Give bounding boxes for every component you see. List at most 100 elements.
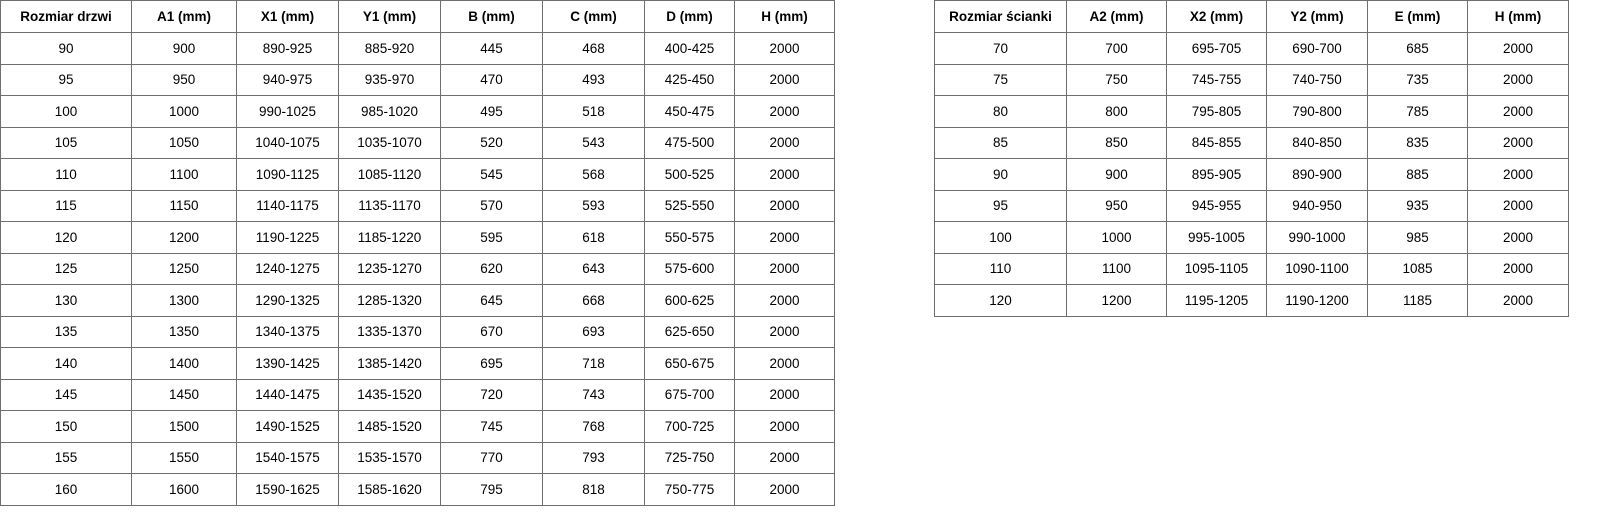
table-cell: 110 — [934, 252, 1067, 285]
table-cell: 2000 — [1467, 252, 1569, 285]
table-cell: 2000 — [734, 473, 835, 506]
table-cell: 1285-1320 — [338, 284, 441, 317]
table-cell: 995-1005 — [1166, 221, 1267, 254]
table-cell: 470 — [440, 63, 543, 96]
table-cell: 2000 — [734, 284, 835, 317]
table-cell: 1385-1420 — [338, 347, 441, 380]
table-cell: 2000 — [734, 126, 835, 159]
table-row: 100 1000 995-1005 990-1000 985 2000 — [934, 221, 1569, 254]
column-header: A2 (mm) — [1066, 0, 1167, 33]
table-cell: 720 — [440, 378, 543, 411]
table-cell: 700-725 — [644, 410, 735, 443]
table-cell: 500-525 — [644, 158, 735, 191]
table-cell: 1190-1200 — [1266, 284, 1368, 317]
table-cell: 160 — [0, 473, 132, 506]
table-cell: 425-450 — [644, 63, 735, 96]
table-cell: 2000 — [734, 378, 835, 411]
table-cell: 95 — [0, 63, 132, 96]
table-row: 125 1250 1240-1275 1235-1270 620 643 575-600 20… — [0, 252, 835, 285]
table-cell: 550-575 — [644, 221, 735, 254]
table-cell: 675-700 — [644, 378, 735, 411]
table-cell: 935 — [1367, 189, 1468, 222]
table-cell: 990-1025 — [236, 95, 339, 128]
table-cell: 140 — [0, 347, 132, 380]
table-cell: 795-805 — [1166, 95, 1267, 128]
table-row: 130 1300 1290-1325 1285-1320 645 668 600-625 20… — [0, 284, 835, 317]
table-cell: 2000 — [1467, 221, 1569, 254]
table-cell: 595 — [440, 221, 543, 254]
table-cell: 1490-1525 — [236, 410, 339, 443]
table-cell: 895-905 — [1166, 158, 1267, 191]
table-cell: 1085-1120 — [338, 158, 441, 191]
table-cell: 2000 — [1467, 63, 1569, 96]
table-cell: 620 — [440, 252, 543, 285]
table-cell: 1050 — [131, 126, 237, 159]
table-cell: 568 — [542, 158, 645, 191]
table-cell: 990-1000 — [1266, 221, 1368, 254]
table-cell: 1000 — [131, 95, 237, 128]
table-cell: 890-900 — [1266, 158, 1368, 191]
table-cell: 1350 — [131, 315, 237, 348]
table-cell: 525-550 — [644, 189, 735, 222]
table-cell: 790-800 — [1266, 95, 1368, 128]
table-cell: 940-950 — [1266, 189, 1368, 222]
table-cell: 445 — [440, 32, 543, 65]
table-cell: 950 — [1066, 189, 1167, 222]
table-cell: 1095-1105 — [1166, 252, 1267, 285]
table-cell: 1185 — [1367, 284, 1468, 317]
table-cell: 725-750 — [644, 441, 735, 474]
table-cell: 135 — [0, 315, 132, 348]
table-cell: 593 — [542, 189, 645, 222]
table-cell: 1240-1275 — [236, 252, 339, 285]
table-cell: 770 — [440, 441, 543, 474]
table-cell: 2000 — [734, 221, 835, 254]
table-cell: 1195-1205 — [1166, 284, 1267, 317]
table-cell: 1000 — [1066, 221, 1167, 254]
table-cell: 95 — [934, 189, 1067, 222]
table-row: 80 800 795-805 790-800 785 2000 — [934, 95, 1569, 128]
table-cell: 695 — [440, 347, 543, 380]
table-cell: 750 — [1066, 63, 1167, 96]
table-cell: 150 — [0, 410, 132, 443]
table-cell: 85 — [934, 126, 1067, 159]
table-cell: 1540-1575 — [236, 441, 339, 474]
table-cell: 685 — [1367, 32, 1468, 65]
table-cell: 400-425 — [644, 32, 735, 65]
table-cell: 2000 — [734, 347, 835, 380]
table-cell: 1190-1225 — [236, 221, 339, 254]
table-cell: 2000 — [1467, 126, 1569, 159]
table-cell: 795 — [440, 473, 543, 506]
table-cell: 543 — [542, 126, 645, 159]
table-cell: 643 — [542, 252, 645, 285]
column-header: X2 (mm) — [1166, 0, 1267, 33]
table-cell: 900 — [1066, 158, 1167, 191]
table-row: 145 1450 1440-1475 1435-1520 720 743 675-700 20… — [0, 378, 835, 411]
table-cell: 600-625 — [644, 284, 735, 317]
table-cell: 840-850 — [1266, 126, 1368, 159]
table-cell: 1435-1520 — [338, 378, 441, 411]
table-cell: 1600 — [131, 473, 237, 506]
table-cell: 618 — [542, 221, 645, 254]
table-cell: 90 — [934, 158, 1067, 191]
column-header: A1 (mm) — [131, 0, 237, 33]
table-cell: 718 — [542, 347, 645, 380]
table-row: 135 1350 1340-1375 1335-1370 670 693 625-650 20… — [0, 315, 835, 348]
table-cell: 100 — [0, 95, 132, 128]
table-row: 90 900 895-905 890-900 885 2000 — [934, 158, 1569, 191]
table-cell: 2000 — [1467, 95, 1569, 128]
column-header: D (mm) — [644, 0, 735, 33]
table-cell: 1235-1270 — [338, 252, 441, 285]
table-cell: 1135-1170 — [338, 189, 441, 222]
table-cell: 1250 — [131, 252, 237, 285]
table-cell: 570 — [440, 189, 543, 222]
table-cell: 745 — [440, 410, 543, 443]
column-header: Rozmiar drzwi — [0, 0, 132, 33]
table-cell: 1085 — [1367, 252, 1468, 285]
table-cell: 110 — [0, 158, 132, 191]
table-cell: 1040-1075 — [236, 126, 339, 159]
table-cell: 100 — [934, 221, 1067, 254]
table-cell: 690-700 — [1266, 32, 1368, 65]
table-cell: 695-705 — [1166, 32, 1267, 65]
table-row: 70 700 695-705 690-700 685 2000 — [934, 32, 1569, 65]
table-cell: 1590-1625 — [236, 473, 339, 506]
